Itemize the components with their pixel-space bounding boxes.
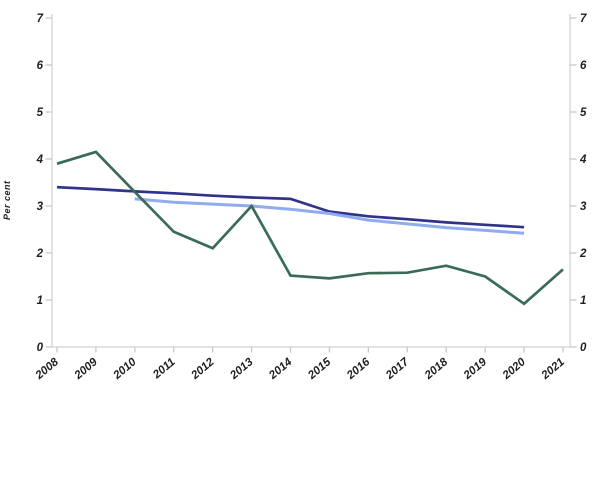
y-axis-tick-label-right: 2 — [579, 248, 587, 260]
y-axis-tick-label-left: 5 — [37, 107, 44, 119]
x-axis-tick-label: 2011 — [150, 356, 177, 382]
x-axis-tick-label: 2014 — [266, 356, 295, 383]
x-axis-tick-label: 2009 — [72, 356, 101, 383]
y-axis-tick-label-left: 6 — [37, 60, 44, 72]
y-axis-tick-label-left: 3 — [37, 201, 44, 213]
y-axis-tick-label-left: 1 — [37, 295, 43, 307]
chart-svg: 0 0 1 1 2 2 3 3 4 4 5 5 6 6 7 7 2008 2009 2010 2011 2012 2013… — [33, 13, 587, 383]
series-line-1 — [134, 197, 525, 235]
x-axis-tick-label: 2018 — [422, 356, 451, 383]
y-axis-tick-label-right: 3 — [580, 201, 587, 213]
y-axis-tick-label-left: 7 — [37, 13, 44, 25]
x-axis-tick-label: 2020 — [500, 356, 529, 383]
y-axis-title: Per cent — [2, 180, 12, 220]
y-axis-tick-label-left: 0 — [37, 342, 44, 354]
x-axis-tick-label: 2010 — [111, 356, 140, 383]
y-axis-tick-label-right: 4 — [579, 154, 587, 166]
plot-area: 0 0 1 1 2 2 3 3 4 4 5 5 6 6 7 7 2008 2009 2010 2011 2012 2013… — [33, 13, 587, 383]
y-axis-tick-label-right: 5 — [580, 107, 587, 119]
y-axis-tick-label-right: 0 — [580, 342, 587, 354]
y-axis-tick-label-left: 4 — [36, 154, 44, 166]
x-axis-tick-label: 2012 — [189, 356, 218, 383]
y-axis-tick-label-right: 6 — [580, 60, 587, 72]
x-axis-tick-label: 2017 — [383, 356, 412, 383]
x-axis-tick-label: 2016 — [344, 356, 373, 383]
y-axis-tick-label-left: 2 — [36, 248, 44, 260]
x-axis-tick-label: 2021 — [539, 356, 567, 382]
series-line-2 — [56, 150, 564, 306]
legend: Guaranteed return, life insurers Guarant… — [0, 428, 601, 486]
series-line-0 — [56, 185, 525, 229]
x-axis-tick-label: 2015 — [305, 356, 334, 383]
y-axis-tick-label-right: 1 — [580, 295, 586, 307]
x-axis-tick-label: 2008 — [33, 356, 62, 383]
x-axis-tick-label: 2019 — [461, 356, 490, 383]
x-axis-tick-label: 2013 — [227, 356, 256, 383]
y-axis-tick-label-right: 7 — [580, 13, 587, 25]
